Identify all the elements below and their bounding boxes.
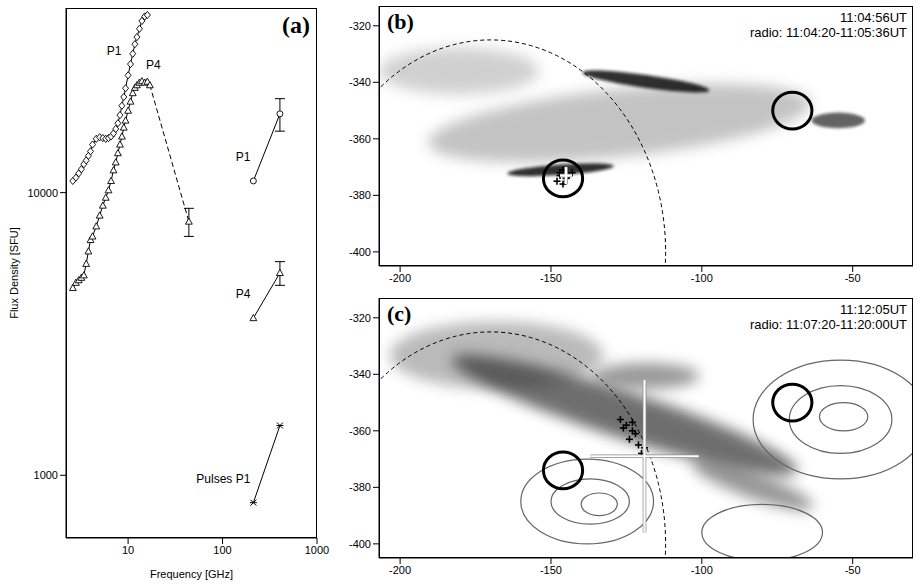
svg-text:Frequency [GHz]: Frequency [GHz] (150, 568, 233, 580)
svg-text:-360: -360 (349, 425, 371, 437)
svg-text:-150: -150 (540, 564, 562, 576)
svg-text:-100: -100 (691, 272, 713, 284)
svg-text:P4: P4 (146, 58, 161, 72)
svg-text:-50: -50 (845, 564, 861, 576)
svg-text:-100: -100 (691, 564, 713, 576)
svg-text:1000: 1000 (305, 544, 329, 556)
svg-text:Flux Density [SFU]: Flux Density [SFU] (8, 227, 20, 319)
svg-text:-400: -400 (349, 246, 371, 258)
html-text:radio: 11:07:20-11:20:00UT: radio: 11:07:20-11:20:00UT (749, 317, 907, 332)
html-text:radio: 11:04:20-11:05:36UT: radio: 11:04:20-11:05:36UT (749, 25, 907, 40)
svg-text:-200: -200 (389, 272, 411, 284)
svg-text:-150: -150 (540, 272, 562, 284)
svg-text:-320: -320 (349, 20, 371, 32)
svg-text:-340: -340 (349, 368, 371, 380)
svg-text:P1: P1 (107, 44, 122, 58)
svg-text:1000: 1000 (34, 469, 58, 481)
svg-text:-360: -360 (349, 133, 371, 145)
html-text:(a): (a) (282, 12, 310, 38)
svg-text:-200: -200 (389, 564, 411, 576)
html-text:(c): (c) (387, 301, 412, 326)
svg-text:Pulses P1: Pulses P1 (196, 472, 250, 486)
svg-text:P4: P4 (236, 287, 251, 301)
svg-text:10000: 10000 (27, 187, 58, 199)
html-text:11:04:56UT: 11:04:56UT (840, 10, 907, 25)
svg-text:-380: -380 (349, 189, 371, 201)
svg-text:-340: -340 (349, 76, 371, 88)
svg-text:P1: P1 (236, 150, 251, 164)
svg-text:-50: -50 (845, 272, 861, 284)
svg-text:-400: -400 (349, 538, 371, 550)
html-text:11:12:05UT: 11:12:05UT (840, 302, 907, 317)
svg-text:-320: -320 (349, 312, 371, 324)
svg-text:-380: -380 (349, 481, 371, 493)
html-text:(b): (b) (387, 9, 414, 34)
svg-text:10: 10 (122, 544, 134, 556)
svg-text:100: 100 (213, 544, 231, 556)
